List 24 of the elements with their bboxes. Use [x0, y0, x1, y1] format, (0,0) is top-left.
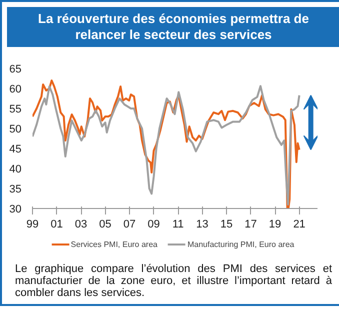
x-tick-label: 11: [172, 218, 184, 230]
y-tick-label: 65: [9, 64, 22, 76]
legend-label: Manufacturing PMI, Euro area: [187, 240, 294, 248]
x-tick-label: 21: [293, 218, 306, 230]
x-tick-label: 07: [123, 218, 136, 230]
x-tick-label: 13: [196, 218, 208, 230]
text: Le graphique compare l’évolution des PMI des services et manufacturier de la zone euro, et illustre l’important retard à combler dans les services.: [15, 263, 332, 299]
y-tick-label: 55: [9, 104, 22, 116]
y-tick-label: 45: [9, 144, 22, 156]
x-tick-label: 05: [99, 218, 112, 230]
x-tick-label: 03: [74, 218, 88, 230]
y-tick-label: 35: [9, 184, 22, 196]
y-tick-label: 40: [9, 164, 22, 176]
y-tick-label: 50: [9, 124, 22, 136]
x-tick-label: 19: [268, 218, 282, 230]
x-tick-label: 17: [244, 218, 257, 230]
x-tick-label: 09: [148, 218, 160, 230]
legend-label: Services PMI, Euro area: [70, 240, 158, 248]
chart-title: La réouverture des économies permettra de relancer le secteur des services: [37, 11, 310, 43]
y-tick-label: 60: [9, 84, 22, 96]
x-tick-label: 01: [50, 218, 63, 230]
x-tick-label: 15: [220, 218, 233, 230]
y-tick-label: 30: [9, 204, 22, 216]
x-tick-label: 99: [26, 218, 39, 230]
